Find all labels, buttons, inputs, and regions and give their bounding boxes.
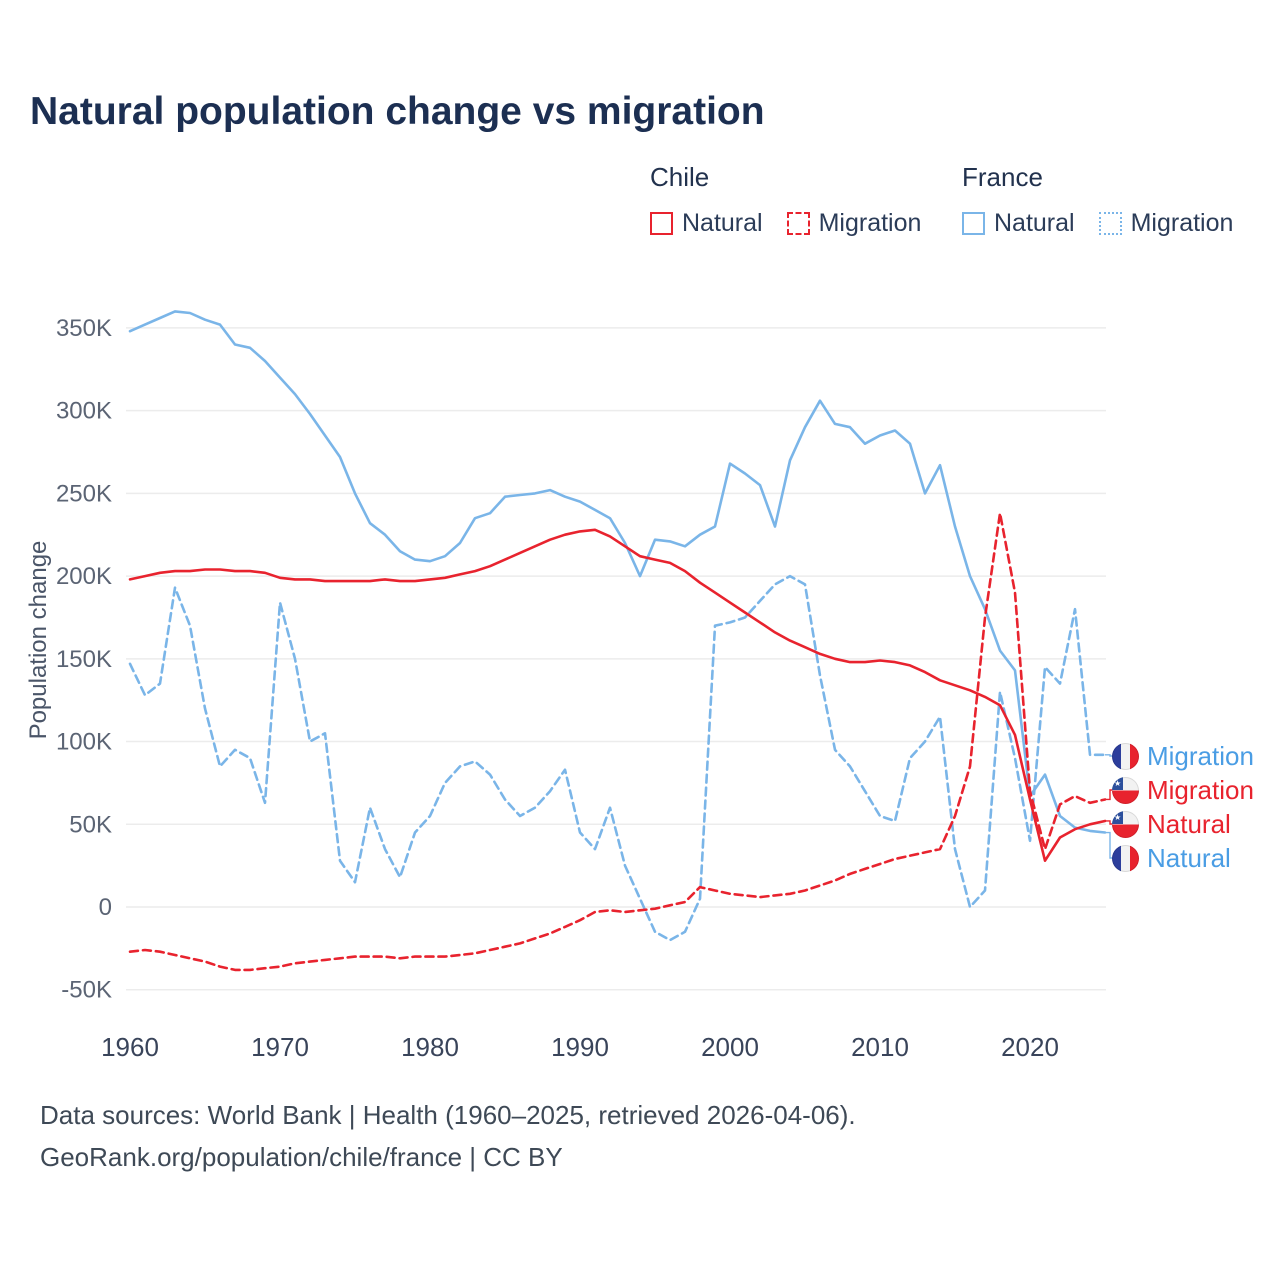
y-axis-label: Population change <box>25 541 52 740</box>
end-label-text-france-natural: Natural <box>1147 842 1231 873</box>
end-label-text-chile-natural: Natural <box>1147 808 1231 839</box>
y-tick-label: -50K <box>61 977 112 1004</box>
y-tick-label: 350K <box>56 315 112 342</box>
legend-label-france-natural: Natural <box>994 209 1075 237</box>
legend-item-france-natural: Natural <box>962 209 1075 238</box>
y-tick-label: 0 <box>99 894 112 921</box>
legend-swatch-dotted-blue-icon <box>1098 212 1122 235</box>
page-title: Natural population change vs migration <box>30 90 765 133</box>
attribution-line: GeoRank.org/population/chile/france | CC… <box>40 1142 563 1172</box>
y-tick-label: 250K <box>56 480 112 507</box>
legend-swatch-solid-blue-icon <box>962 212 985 235</box>
x-tick-label: 1960 <box>101 1032 159 1062</box>
france-flag-icon <box>1112 742 1139 770</box>
france-flag-icon <box>1112 844 1139 872</box>
chile-flag-icon <box>1112 810 1139 838</box>
y-tick-label: 150K <box>56 646 112 673</box>
legend-label-france-migration: Migration <box>1130 209 1234 237</box>
legend-label-chile-natural: Natural <box>682 209 763 237</box>
legend-group-chile: Chile Natural Migration <box>650 162 921 238</box>
series-line-chile-natural <box>128 528 1107 863</box>
series-end-label-france-migration: Migration <box>1112 740 1254 772</box>
x-tick-label: 1980 <box>401 1032 459 1062</box>
legend-group-label-chile: Chile <box>650 162 710 192</box>
series-line-chile-migration <box>128 511 1107 972</box>
x-tick-label: 2000 <box>701 1032 759 1062</box>
y-tick-label: 300K <box>56 398 112 425</box>
series-line-france-natural <box>128 310 1107 834</box>
x-tick-label: 1990 <box>551 1032 609 1062</box>
x-tick-label: 2010 <box>851 1032 909 1062</box>
x-tick-label: 1970 <box>251 1032 309 1062</box>
legend-swatch-solid-red-icon <box>650 212 673 235</box>
x-tick-label: 2020 <box>1001 1032 1059 1062</box>
legend-swatch-dashed-red-icon <box>786 212 810 235</box>
legend-items-chile: Natural Migration <box>650 209 921 238</box>
series-line-france-migration <box>128 574 1107 942</box>
legend-item-france-migration: Migration <box>1098 209 1234 238</box>
y-tick-label: 100K <box>56 729 112 756</box>
y-tick-label: 50K <box>69 811 112 838</box>
legend-group-label-france: France <box>962 162 1043 192</box>
legend-group-france: France Natural Migration <box>962 162 1233 238</box>
data-sources-line: Data sources: World Bank | Health (1960–… <box>40 1100 856 1130</box>
end-label-text-chile-migration: Migration <box>1147 774 1254 805</box>
legend-item-chile-migration: Migration <box>786 209 922 238</box>
series-end-label-chile-migration: Migration <box>1112 774 1254 806</box>
chile-flag-icon <box>1112 776 1139 804</box>
series-end-label-france-natural: Natural <box>1112 842 1231 874</box>
legend-items-france: Natural Migration <box>962 209 1233 238</box>
legend-label-chile-migration: Migration <box>818 209 922 237</box>
legend-item-chile-natural: Natural <box>650 209 763 238</box>
series-end-label-chile-natural: Natural <box>1112 808 1231 840</box>
end-label-text-france-migration: Migration <box>1147 740 1254 771</box>
y-tick-label: 200K <box>56 563 112 590</box>
